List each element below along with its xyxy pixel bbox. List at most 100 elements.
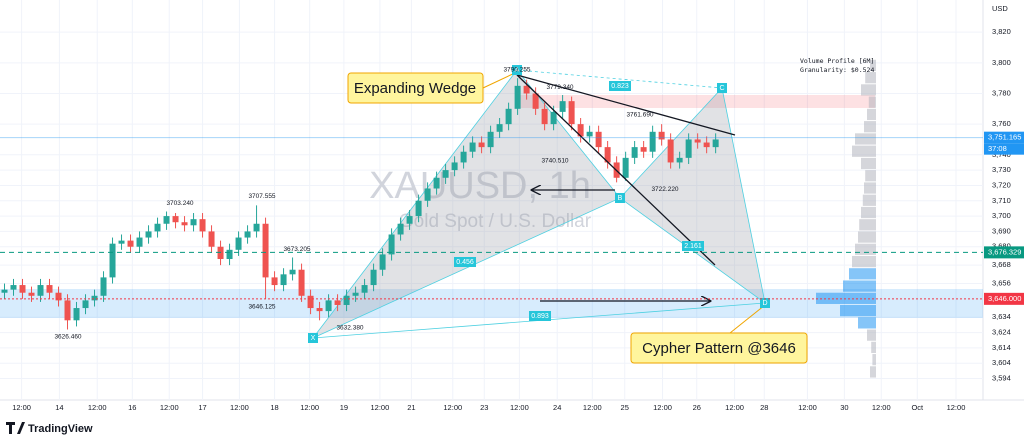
candle-body [631,147,638,158]
x-tick-label: 12:00 [510,403,529,412]
volume-bar [870,366,876,378]
ac-line [516,69,723,89]
price-tag [984,246,1024,259]
fib-label: 0.823 [611,83,629,90]
candle-body [154,223,161,232]
price-note: 3779.340 [546,84,573,91]
candle-body [37,285,44,296]
candle-body [46,285,53,293]
x-tick-label: 12:00 [653,403,672,412]
x-tick-label: 12:00 [798,403,817,412]
candle-body [397,223,404,235]
candle-body [622,157,629,178]
price-note: 3646.125 [248,303,275,310]
candle-body [370,269,377,286]
price-note: 3722.220 [651,186,678,193]
candles [1,78,719,330]
x-tick-label: 18 [270,403,278,412]
candle-body [64,300,71,321]
candle-body [109,243,116,278]
candle-body [640,147,647,152]
candle-body [190,219,197,226]
candle-body [379,254,386,270]
candle-body [712,139,719,148]
volume-bar [852,145,876,157]
price-tag-label: 3,676.329 [988,247,1021,256]
candle-body [451,162,458,171]
candle-body [649,131,656,152]
candle-body [235,237,242,250]
candle-body [118,240,125,244]
callout-pointer [729,304,766,334]
x-tick-label: 12:00 [370,403,389,412]
candle-body [532,93,539,109]
callout-pointer [482,71,518,89]
point-box [717,83,727,93]
price-note: 3703.240 [166,200,193,207]
x-tick-label: 17 [198,403,206,412]
candle-body [658,131,665,140]
candle-body [577,124,584,137]
candle-body [406,216,413,224]
fib-box [529,311,551,321]
candle-body [352,292,359,296]
y-tick-label: 3,594 [992,374,1011,383]
x-tick-label: 12:00 [583,403,602,412]
x-tick-label: 14 [55,403,63,412]
watermark-subtitle: Gold Spot / U.S. Dollar [399,211,592,232]
y-tick-label: 3,710 [992,196,1011,205]
candle-body [145,231,152,238]
candle-body [181,222,188,226]
candle-body [361,285,368,293]
x-tick-label: 12:00 [872,403,891,412]
y-tick-label: 3,690 [992,226,1011,235]
callout-box [347,72,484,104]
volume-bar [865,72,876,84]
wedge-upper [516,74,736,136]
x-tick-label: 12:00 [947,403,966,412]
x-tick-label: 12:00 [160,403,179,412]
volume-bar [855,243,876,255]
candle-body [217,246,224,260]
candle-body [460,151,467,163]
x-tick-label: 26 [693,403,701,412]
volume-bar [852,255,876,268]
y-tick-label: 3,720 [992,180,1011,189]
x-tick-label: 24 [553,403,561,412]
candle-body [55,292,62,301]
candle-body [262,223,269,278]
candle-body [478,142,485,148]
candle-body [28,292,35,296]
callout-text: Cypher Pattern @3646 [642,340,796,357]
candle-body [469,142,476,152]
point-box [308,333,318,343]
x-tick-label: 12:00 [230,403,249,412]
volume-bar [855,133,876,145]
y-tick-label: 3,656 [992,279,1011,288]
fib-box [609,81,631,91]
point-box [615,193,625,203]
volume-bar [871,341,876,354]
x-tick-label: 23 [480,403,488,412]
price-tag-label: 3,751.165 [988,133,1021,142]
volume-bar [864,182,876,194]
price-note: 3632.380 [336,324,363,331]
x-tick-label: 16 [128,403,136,412]
y-tick-label: 3,614 [992,343,1011,352]
volume-bar [870,59,876,72]
x-tick-label: 12:00 [725,403,744,412]
candle-body [559,101,566,112]
volume-bar [865,170,876,182]
x-tick-label: 30 [840,403,848,412]
candle-body [595,131,602,148]
candle-body [505,108,512,125]
candle-body [127,240,134,247]
point-label: D [762,300,767,307]
x-tick-label: 28 [760,403,768,412]
point-label: C [719,85,724,92]
volume-bar [858,317,876,329]
resistance-zone [517,95,875,108]
point-box [760,298,770,308]
x-tick-label: 12:00 [88,403,107,412]
candle-body [289,269,296,275]
